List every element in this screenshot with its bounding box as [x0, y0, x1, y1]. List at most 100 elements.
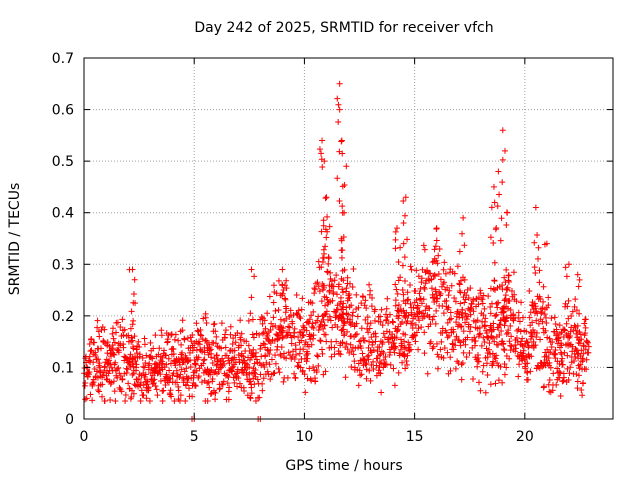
data-point: [445, 332, 452, 339]
data-point: [403, 320, 410, 327]
data-point: [475, 355, 482, 362]
data-point: [314, 352, 321, 359]
data-point: [392, 281, 399, 288]
data-point: [121, 326, 128, 333]
data-point: [303, 327, 310, 334]
data-point: [221, 360, 228, 367]
data-point: [366, 338, 373, 345]
data-point: [124, 366, 131, 373]
data-point: [266, 361, 273, 368]
data-point: [144, 378, 151, 385]
data-point: [414, 302, 421, 309]
data-point: [369, 339, 376, 346]
data-point: [460, 349, 467, 356]
data-point: [476, 331, 483, 338]
data-point: [277, 323, 284, 330]
data-point: [508, 287, 515, 294]
data-point: [536, 279, 543, 286]
data-point: [430, 313, 437, 320]
data-point: [198, 332, 205, 339]
data-point: [282, 309, 289, 316]
data-point: [317, 337, 324, 344]
data-point: [364, 320, 371, 327]
data-point: [291, 356, 298, 363]
data-point: [573, 307, 580, 314]
data-point: [532, 303, 539, 310]
data-point: [258, 313, 265, 320]
data-point: [424, 267, 431, 274]
data-point: [418, 279, 425, 286]
y-tick-label: 0.4: [52, 206, 74, 222]
data-point: [418, 324, 425, 331]
data-point: [226, 384, 233, 391]
y-tick-label: 0.7: [52, 51, 74, 67]
data-point: [259, 320, 266, 327]
data-point: [486, 340, 493, 347]
data-point: [337, 294, 344, 301]
x-tick-label: 5: [190, 429, 199, 445]
data-point: [402, 331, 409, 338]
data-point: [421, 284, 428, 291]
data-point: [248, 390, 255, 397]
data-point: [503, 286, 510, 293]
data-point: [565, 315, 572, 322]
data-point: [279, 335, 286, 342]
data-point: [213, 352, 220, 359]
data-point: [430, 343, 437, 350]
data-point: [405, 296, 412, 303]
data-point: [86, 353, 93, 360]
data-point: [460, 328, 467, 335]
data-point: [362, 361, 369, 368]
data-point: [130, 390, 137, 397]
data-point: [432, 272, 439, 279]
data-point: [366, 281, 373, 288]
data-point: [485, 293, 492, 300]
data-point: [306, 316, 313, 323]
data-point: [319, 350, 326, 357]
data-point: [160, 387, 167, 394]
data-point: [377, 313, 384, 320]
data-point: [150, 377, 157, 384]
data-point: [297, 364, 304, 371]
data-point: [366, 367, 373, 374]
data-point: [452, 365, 459, 372]
data-point: [339, 303, 346, 310]
data-point: [584, 338, 591, 345]
data-point: [336, 148, 343, 155]
data-point: [230, 374, 237, 381]
data-point: [213, 333, 220, 340]
data-point: [159, 397, 166, 404]
data-point: [430, 258, 437, 265]
data-point: [583, 366, 590, 373]
data-point: [129, 337, 136, 344]
data-point: [299, 332, 306, 339]
data-point: [205, 351, 212, 358]
data-point: [134, 350, 141, 357]
data-point: [456, 288, 463, 295]
data-point: [532, 269, 539, 276]
data-point: [200, 357, 207, 364]
data-point: [505, 277, 512, 284]
data-point: [357, 372, 364, 379]
data-point: [315, 326, 322, 333]
data-point: [379, 339, 386, 346]
data-point: [474, 363, 481, 370]
data-point: [395, 315, 402, 322]
data-point: [262, 352, 269, 359]
chart-title: Day 242 of 2025, SRMTID for receiver vfc…: [194, 20, 493, 36]
data-point: [492, 312, 499, 319]
data-point: [383, 328, 390, 335]
data-point: [579, 392, 586, 399]
data-point: [275, 277, 282, 284]
data-point: [321, 311, 328, 318]
data-point: [578, 387, 585, 394]
data-point: [406, 341, 413, 348]
y-tick-label: 0.2: [52, 309, 74, 325]
data-point: [345, 311, 352, 318]
data-point: [110, 351, 117, 358]
data-point: [344, 346, 351, 353]
data-point: [237, 336, 244, 343]
data-point: [413, 297, 420, 304]
data-point: [352, 345, 359, 352]
data-point: [200, 315, 207, 322]
